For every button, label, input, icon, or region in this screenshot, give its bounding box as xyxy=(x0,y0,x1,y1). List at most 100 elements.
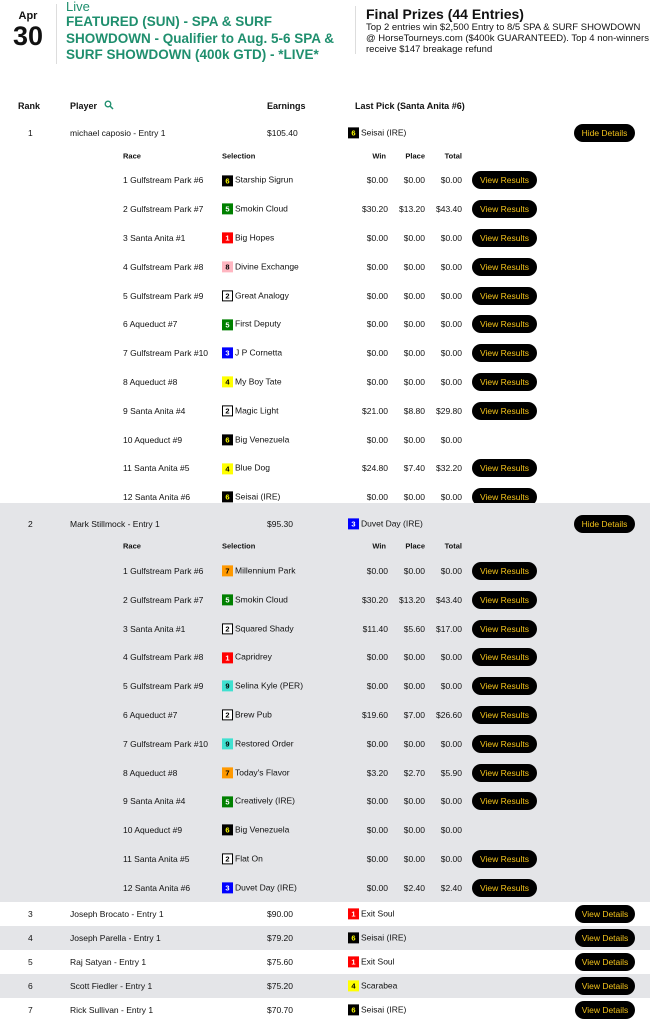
race-pick-row: 2 Gulfstream Park #7 5 Smokin Cloud $30.20 $… xyxy=(0,195,650,224)
race-name: 6 Aqueduct #7 xyxy=(123,319,178,330)
view-results-button[interactable]: View Results xyxy=(472,619,537,638)
view-results-button[interactable]: View Results xyxy=(472,488,537,507)
win-amount: $0.00 xyxy=(366,319,388,330)
view-details-button[interactable]: View Details xyxy=(575,977,635,996)
view-results-button[interactable]: View Results xyxy=(472,763,537,782)
place-amount: $0.00 xyxy=(403,290,425,301)
win-amount: $11.40 xyxy=(362,623,388,634)
total-amount: $0.00 xyxy=(440,232,462,243)
win-amount: $21.00 xyxy=(362,405,388,416)
place-amount: $2.70 xyxy=(403,767,425,778)
earnings: $79.20 xyxy=(267,933,293,944)
place-amount: $0.00 xyxy=(403,565,425,576)
place-amount: $0.00 xyxy=(403,434,425,445)
saddle-cloth-number: 8 xyxy=(222,261,233,273)
view-results-button[interactable]: View Results xyxy=(472,734,537,753)
view-results-button[interactable]: View Results xyxy=(472,257,537,276)
view-results-button[interactable]: View Results xyxy=(472,705,537,724)
place-amount: $7.40 xyxy=(403,463,425,474)
race-name: 10 Aqueduct #9 xyxy=(123,825,183,836)
saddle-cloth-number: 2 xyxy=(222,290,233,302)
player-name[interactable]: Joseph Brocato - Entry 1 xyxy=(70,909,164,920)
view-results-button[interactable]: View Results xyxy=(472,648,537,667)
race-name: 4 Gulfstream Park #8 xyxy=(123,261,204,272)
race-pick-row: 3 Santa Anita #1 2 Squared Shady $11.40 $5.6… xyxy=(0,614,650,643)
view-results-button[interactable]: View Results xyxy=(472,200,537,219)
details-header: Race Selection Win Place Total xyxy=(0,536,650,557)
view-results-button[interactable]: View Results xyxy=(472,590,537,609)
view-results-button[interactable]: View Results xyxy=(472,401,537,420)
view-results-button[interactable]: View Results xyxy=(472,315,537,334)
selection-horse: Great Analogy xyxy=(235,289,289,300)
selection: 8 Divine Exchange xyxy=(222,261,299,273)
total-amount: $0.00 xyxy=(440,652,462,663)
view-results-button[interactable]: View Results xyxy=(472,372,537,391)
selection: 2 Brew Pub xyxy=(222,709,272,721)
view-details-button[interactable]: View Details xyxy=(575,953,635,972)
last-pick-header: Last Pick (Santa Anita #6) xyxy=(355,101,465,111)
player-header: Player xyxy=(70,101,98,111)
view-results-button[interactable]: View Results xyxy=(472,561,537,580)
view-details-button[interactable]: View Details xyxy=(575,905,635,924)
hide-details-button[interactable]: Hide Details xyxy=(574,514,635,533)
total-amount: $29.80 xyxy=(436,405,462,416)
saddle-cloth-number: 6 xyxy=(348,1004,359,1016)
total-amount: $0.00 xyxy=(440,290,462,301)
saddle-cloth-number: 6 xyxy=(348,127,359,139)
prizes-block: Final Prizes (44 Entries) Top 2 entries … xyxy=(355,6,650,55)
selection: 1 Capridrey xyxy=(222,652,272,664)
view-results-button[interactable]: View Results xyxy=(472,792,537,811)
win-amount: $0.00 xyxy=(366,853,388,864)
leaderboard-header: Rank Player Earnings Last Pick (Santa An… xyxy=(0,100,650,116)
view-results-button[interactable]: View Results xyxy=(472,344,537,363)
view-results-button[interactable]: View Results xyxy=(472,228,537,247)
race-name: 11 Santa Anita #5 xyxy=(123,853,190,864)
earnings: $70.70 xyxy=(267,1005,293,1016)
selection-horse: J P Cornetta xyxy=(235,347,283,358)
player-name[interactable]: Rick Sullivan - Entry 1 xyxy=(70,1005,154,1016)
place-amount: $0.00 xyxy=(403,853,425,864)
selection-horse: Selina Kyle (PER) xyxy=(235,680,304,691)
search-icon[interactable] xyxy=(104,100,114,112)
saddle-cloth-number: 6 xyxy=(222,824,233,836)
player-name[interactable]: michael caposio - Entry 1 xyxy=(70,128,166,138)
view-details-button[interactable]: View Details xyxy=(575,929,635,948)
last-pick-horse: Duvet Day (IRE) xyxy=(361,517,423,528)
saddle-cloth-number: 3 xyxy=(348,518,359,530)
view-results-button[interactable]: View Results xyxy=(472,459,537,478)
saddle-cloth-number: 1 xyxy=(222,652,233,664)
view-details-button[interactable]: View Details xyxy=(575,1001,635,1020)
view-results-button[interactable]: View Results xyxy=(472,171,537,190)
place-header: Place xyxy=(405,541,425,551)
view-results-button[interactable]: View Results xyxy=(472,286,537,305)
selection-horse: Today's Flavor xyxy=(235,766,290,777)
view-results-button[interactable]: View Results xyxy=(472,849,537,868)
view-results-button[interactable]: View Results xyxy=(472,677,537,696)
win-amount: $0.00 xyxy=(366,738,388,749)
player-name[interactable]: Scott Fiedler - Entry 1 xyxy=(70,981,153,992)
view-results-button[interactable]: View Results xyxy=(472,878,537,897)
win-amount: $24.80 xyxy=(362,463,388,474)
last-pick-horse: Seisai (IRE) xyxy=(361,1004,407,1015)
hide-details-button[interactable]: Hide Details xyxy=(574,124,635,142)
rank: 1 xyxy=(28,128,33,138)
race-pick-row: 7 Gulfstream Park #10 3 J P Cornetta $0.00 $… xyxy=(0,339,650,368)
selection: 9 Restored Order xyxy=(222,738,294,750)
prizes-title: Final Prizes (44 Entries) xyxy=(366,6,524,22)
player-name[interactable]: Raj Satyan - Entry 1 xyxy=(70,957,147,968)
leaderboard-row: 4 Joseph Parella - Entry 1 $79.20 6 Seisai (… xyxy=(0,926,650,951)
total-amount: $32.20 xyxy=(436,463,462,474)
saddle-cloth-number: 3 xyxy=(222,882,233,894)
win-amount: $0.00 xyxy=(366,796,388,807)
total-amount: $0.00 xyxy=(440,434,462,445)
rank-header: Rank xyxy=(18,101,41,111)
race-name: 1 Gulfstream Park #6 xyxy=(123,565,204,576)
place-amount: $0.00 xyxy=(403,348,425,359)
player-name[interactable]: Joseph Parella - Entry 1 xyxy=(70,933,161,944)
selection: 5 Creatively (IRE) xyxy=(222,796,295,808)
player-name[interactable]: Mark Stillmock - Entry 1 xyxy=(70,518,160,529)
date-day: 30 xyxy=(12,21,44,51)
selection: 5 First Deputy xyxy=(222,319,281,331)
saddle-cloth-number: 6 xyxy=(222,491,233,503)
